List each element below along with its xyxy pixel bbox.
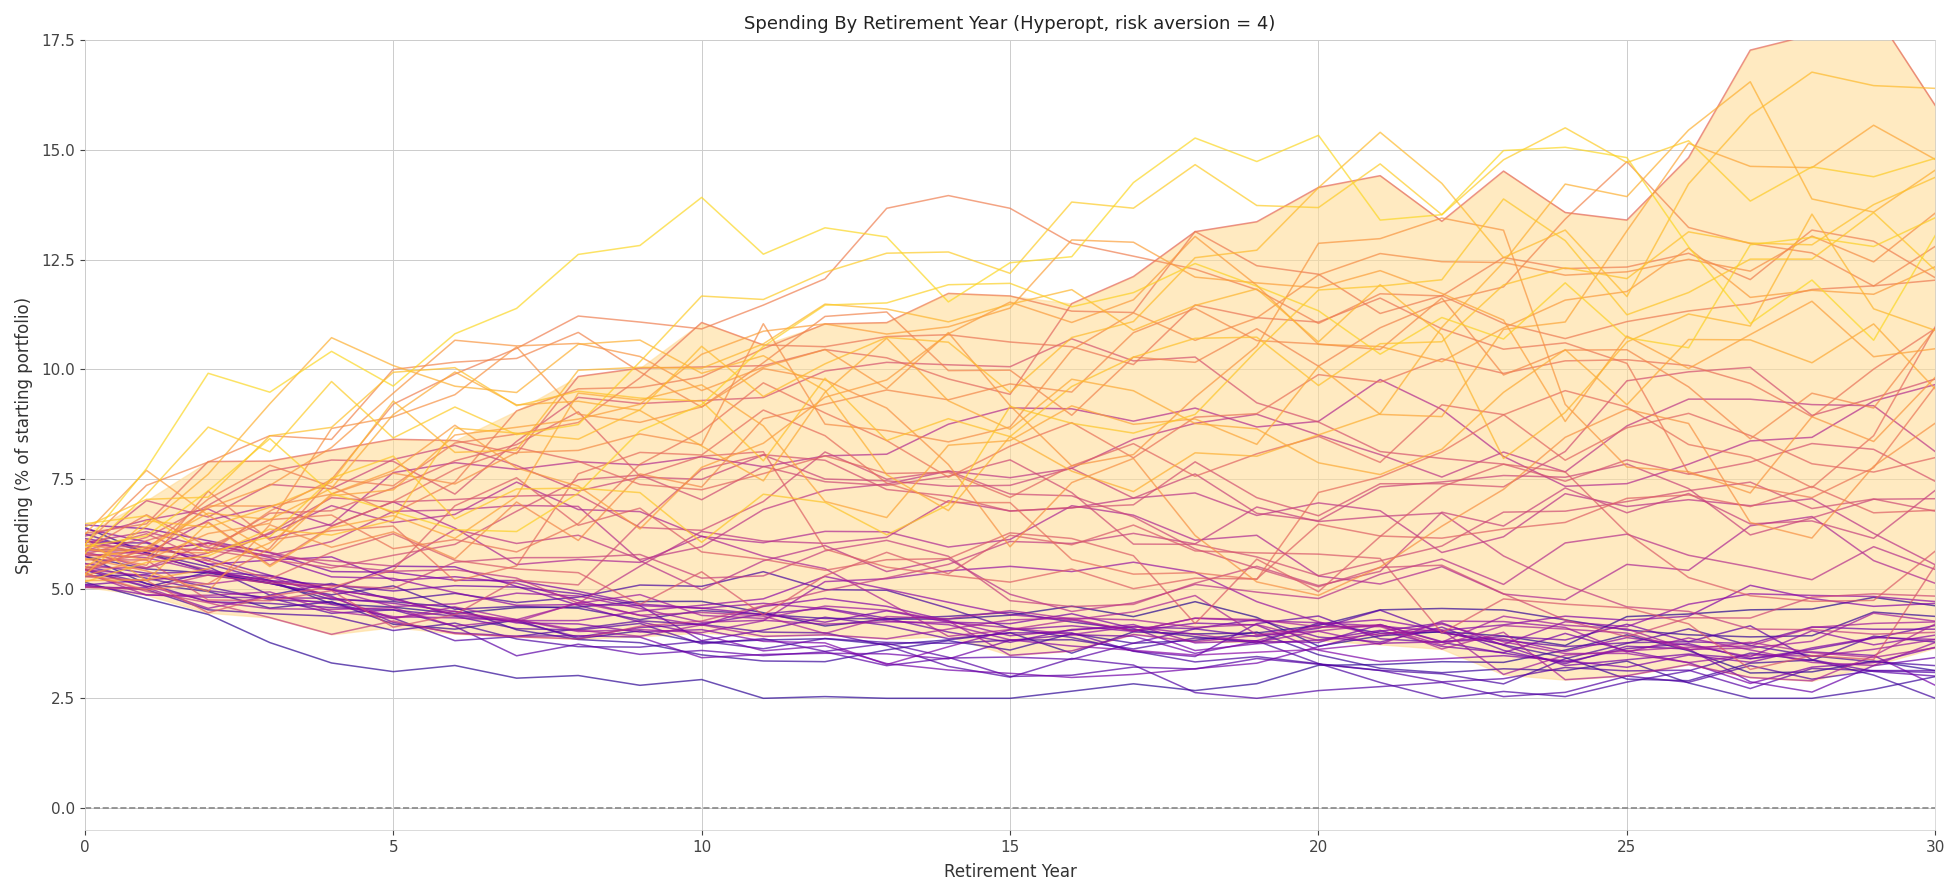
X-axis label: Retirement Year: Retirement Year bbox=[943, 863, 1076, 881]
Title: Spending By Retirement Year (Hyperopt, risk aversion = 4): Spending By Retirement Year (Hyperopt, r… bbox=[745, 15, 1276, 33]
Y-axis label: Spending (% of starting portfolio): Spending (% of starting portfolio) bbox=[16, 297, 33, 573]
